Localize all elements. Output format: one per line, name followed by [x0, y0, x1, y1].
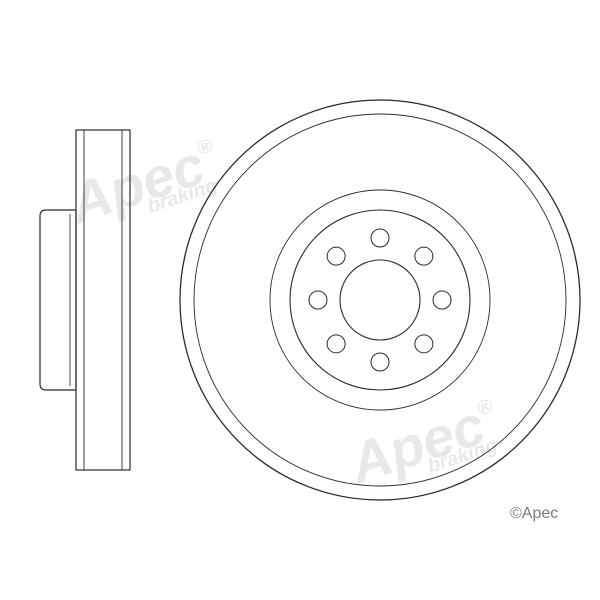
copyright-text: ©Apec: [510, 505, 558, 523]
drawing-canvas: Apec® braking Apec® braking ©Apec: [0, 0, 600, 600]
